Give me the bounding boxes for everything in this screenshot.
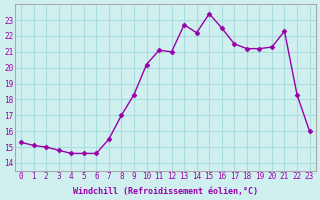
X-axis label: Windchill (Refroidissement éolien,°C): Windchill (Refroidissement éolien,°C) <box>73 187 258 196</box>
